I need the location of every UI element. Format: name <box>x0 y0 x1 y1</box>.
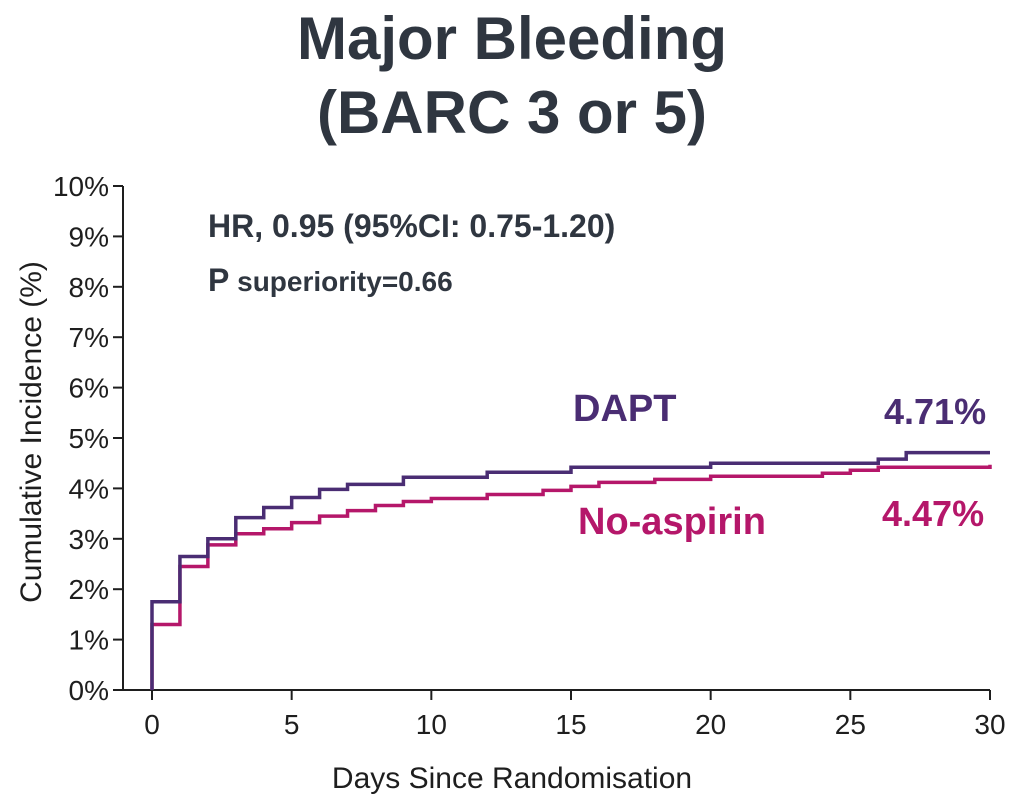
y-tick-label: 4% <box>69 473 109 504</box>
y-tick-label: 9% <box>69 221 109 252</box>
y-tick-label: 6% <box>69 373 109 404</box>
series-line-dapt <box>150 450 990 690</box>
end-value-dapt: 4.71% <box>884 391 987 432</box>
series-line-no-aspirin <box>150 464 992 690</box>
y-tick-label: 3% <box>69 524 109 555</box>
y-tick-label: 0% <box>69 675 109 706</box>
hazard-ratio-annotation: HR, 0.95 (95%CI: 0.75-1.20) <box>208 208 616 244</box>
series-label-no-aspirin: No-aspirin <box>578 501 766 543</box>
x-tick-label: 30 <box>974 709 1005 740</box>
x-tick-label: 10 <box>416 709 447 740</box>
x-tick-label: 0 <box>144 709 160 740</box>
y-axis-title: Cumulative Incidence (%) <box>15 261 48 603</box>
end-value-no-aspirin: 4.47% <box>882 493 985 534</box>
y-tick-label: 5% <box>69 423 109 454</box>
p-value-annotation: P superiority=0.66 <box>208 262 453 298</box>
y-tick-label: 7% <box>69 322 109 353</box>
x-axis-title: Days Since Randomisation <box>331 762 693 795</box>
x-tick-label: 20 <box>695 709 726 740</box>
y-tick-label: 10% <box>53 171 109 202</box>
x-tick-label: 15 <box>555 709 586 740</box>
x-tick-label: 25 <box>835 709 866 740</box>
y-tick-label: 1% <box>69 625 109 656</box>
chart-title-line-2: (BARC 3 or 5) <box>316 79 708 146</box>
series-label-dapt: DAPT <box>573 388 677 430</box>
chart-title-line-1: Major Bleeding <box>296 5 728 72</box>
y-tick-label: 8% <box>69 272 109 303</box>
x-tick-label: 5 <box>284 709 300 740</box>
y-tick-label: 2% <box>69 574 109 605</box>
